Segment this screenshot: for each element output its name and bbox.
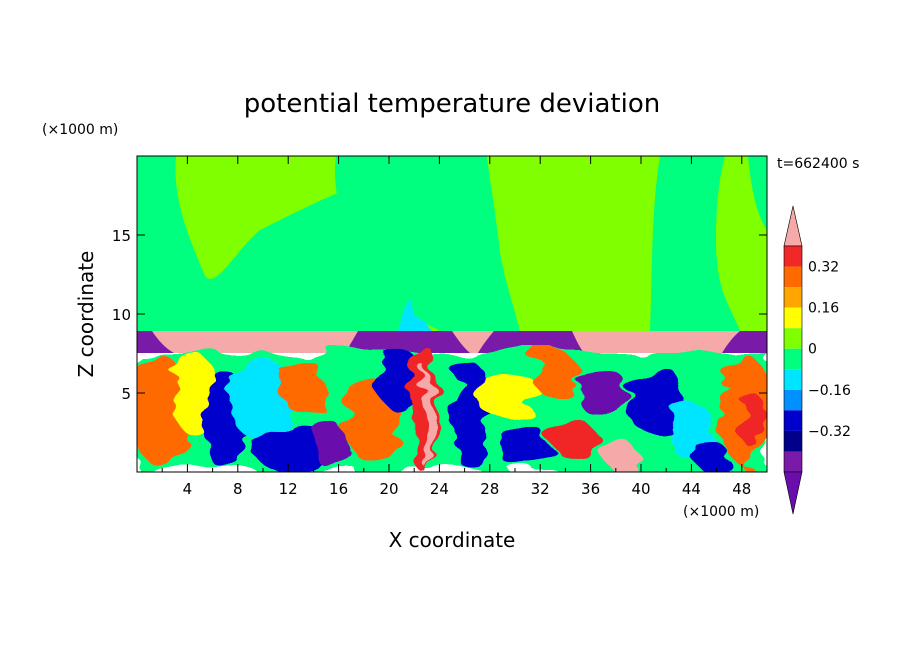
eddy-orange-a bbox=[280, 357, 324, 413]
eddy-blue-g bbox=[692, 441, 728, 469]
colorbar-extend-max bbox=[783, 205, 803, 247]
colorbar-label: −0.32 bbox=[808, 424, 851, 440]
x-tick-label: 32 bbox=[531, 480, 550, 498]
x-tick-label: 12 bbox=[279, 480, 298, 498]
eddy-purple-b bbox=[580, 364, 624, 420]
x-tick-label: 20 bbox=[379, 480, 398, 498]
colorbar-band bbox=[784, 246, 802, 267]
x-tick-label: 28 bbox=[480, 480, 499, 498]
contour-field bbox=[137, 156, 767, 472]
eddy-blue-b bbox=[252, 426, 332, 470]
y-axis: 5 10 15 bbox=[112, 227, 767, 403]
colorbar-band bbox=[784, 328, 802, 349]
y-axis-label: Z coordinate bbox=[74, 251, 98, 378]
x-tick-label: 40 bbox=[631, 480, 650, 498]
colorbar-band bbox=[784, 307, 802, 329]
colorbar: 0.32 0.16 0 −0.16 −0.32 bbox=[783, 205, 851, 515]
y-tick-label: 5 bbox=[121, 385, 131, 403]
upper-cool-plume-center bbox=[334, 156, 520, 331]
eddy-cyan-a bbox=[228, 360, 296, 440]
x-tick-label: 24 bbox=[430, 480, 449, 498]
y-tick-label: 10 bbox=[112, 306, 131, 324]
time-label: t=662400 s bbox=[777, 156, 859, 172]
y-unit-label: (×1000 m) bbox=[42, 122, 118, 138]
eddy-blue-c bbox=[376, 350, 424, 410]
x-tick-label: 16 bbox=[329, 480, 348, 498]
x-tick-label: 4 bbox=[183, 480, 193, 498]
colorbar-label: 0 bbox=[808, 342, 817, 358]
eddy-purple-a bbox=[312, 423, 348, 467]
upper-cool-edge-right bbox=[748, 156, 767, 230]
eddy-red-east bbox=[740, 392, 764, 448]
colorbar-band bbox=[784, 451, 802, 472]
eddy-pink-core bbox=[423, 370, 433, 470]
x-tick-label: 8 bbox=[233, 480, 243, 498]
x-axis: 4 8 12 16 20 24 28 32 36 40 44 48 bbox=[161, 156, 751, 498]
eddy-pink-b bbox=[602, 443, 638, 467]
y-tick-label: 15 bbox=[112, 227, 131, 245]
colorbar-band bbox=[784, 266, 802, 288]
colorbar-band bbox=[784, 369, 802, 390]
upper-cool-plume-right bbox=[650, 156, 740, 331]
eddy-red-b bbox=[551, 424, 599, 456]
inversion-cold-center bbox=[345, 331, 584, 353]
colorbar-band bbox=[784, 430, 802, 452]
colorbar-label: 0.16 bbox=[808, 301, 839, 317]
colorbar-extend-min bbox=[783, 471, 803, 515]
inversion-cold-right bbox=[722, 331, 767, 353]
eddy-orange-c bbox=[532, 353, 580, 397]
eddy-yellow-b bbox=[471, 370, 539, 414]
inversion-cold-left bbox=[137, 331, 174, 353]
colorbar-band bbox=[784, 287, 802, 308]
colorbar-label: 0.32 bbox=[808, 260, 839, 276]
x-axis-label: X coordinate bbox=[389, 528, 516, 552]
chart-title: potential temperature deviation bbox=[244, 89, 660, 119]
upper-cool-plume-left bbox=[137, 156, 432, 331]
x-tick-label: 36 bbox=[581, 480, 600, 498]
colorbar-label: −0.16 bbox=[808, 383, 851, 399]
boundary-layer-eddies bbox=[137, 345, 767, 472]
eddy-blue-e bbox=[499, 426, 551, 470]
x-tick-label: 44 bbox=[682, 480, 701, 498]
colorbar-band bbox=[784, 389, 802, 411]
x-unit-label: (×1000 m) bbox=[683, 504, 759, 520]
eddy-blue-f bbox=[626, 365, 686, 435]
x-tick-label: 48 bbox=[732, 480, 751, 498]
cyan-spike bbox=[398, 298, 432, 331]
colorbar-band bbox=[784, 410, 802, 431]
colorbar-band bbox=[784, 348, 802, 370]
